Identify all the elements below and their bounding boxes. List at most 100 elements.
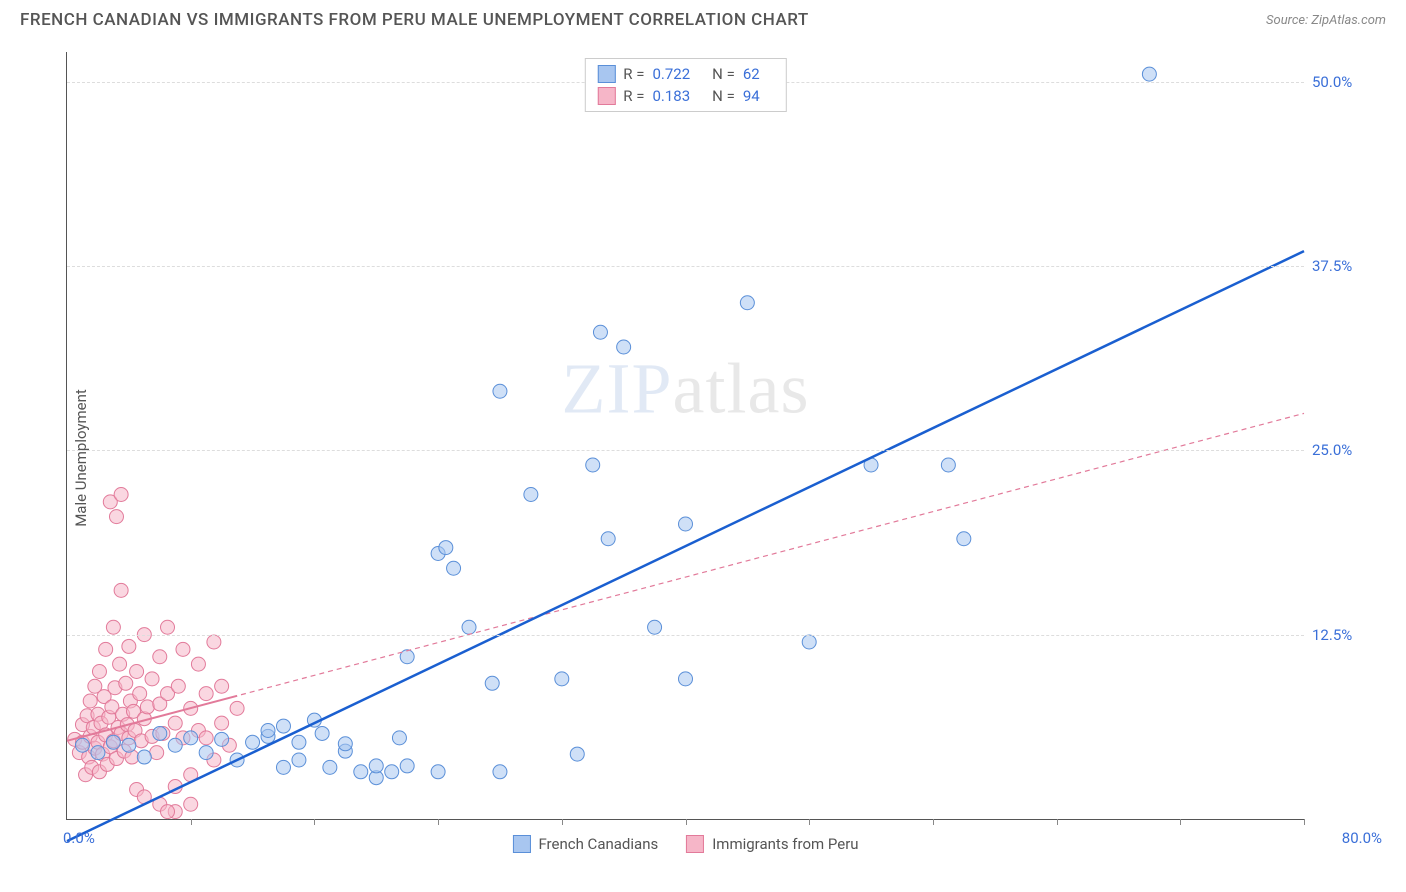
data-point bbox=[292, 735, 306, 749]
y-tick-label: 25.0% bbox=[1312, 441, 1378, 459]
data-point bbox=[114, 488, 128, 502]
x-tick bbox=[562, 819, 563, 825]
data-point bbox=[354, 765, 368, 779]
data-point bbox=[109, 510, 123, 524]
plot-svg bbox=[67, 52, 1304, 819]
data-point bbox=[462, 620, 476, 634]
y-tick-label: 12.5% bbox=[1312, 626, 1378, 644]
data-point bbox=[369, 759, 383, 773]
data-point bbox=[119, 676, 133, 690]
data-point bbox=[524, 488, 538, 502]
data-point bbox=[400, 759, 414, 773]
data-point bbox=[261, 724, 275, 738]
data-point bbox=[485, 676, 499, 690]
data-point bbox=[740, 296, 754, 310]
data-point bbox=[648, 620, 662, 634]
data-point bbox=[75, 738, 89, 752]
data-point bbox=[439, 541, 453, 555]
plot-area: R = 0.722 N = 62 R = 0.183 N = 94 ZIPatl… bbox=[66, 52, 1304, 820]
data-point bbox=[184, 731, 198, 745]
legend-row-series-a: R = 0.722 N = 62 bbox=[597, 63, 773, 85]
gridline bbox=[67, 266, 1304, 267]
legend-item-series-a: French Canadians bbox=[512, 835, 658, 853]
data-point bbox=[176, 642, 190, 656]
data-point bbox=[957, 532, 971, 546]
data-point bbox=[161, 805, 175, 819]
data-point bbox=[137, 750, 151, 764]
data-point bbox=[292, 753, 306, 767]
swatch-series-a bbox=[512, 835, 530, 853]
data-point bbox=[215, 716, 229, 730]
data-point bbox=[447, 561, 461, 575]
n-value-a: 62 bbox=[743, 63, 760, 85]
data-point bbox=[83, 694, 97, 708]
chart-title: FRENCH CANADIAN VS IMMIGRANTS FROM PERU … bbox=[20, 10, 809, 30]
data-point bbox=[941, 458, 955, 472]
data-point bbox=[207, 635, 221, 649]
data-point bbox=[168, 738, 182, 752]
x-tick bbox=[191, 819, 192, 825]
data-point bbox=[133, 687, 147, 701]
x-tick bbox=[1057, 819, 1058, 825]
data-point bbox=[215, 732, 229, 746]
data-point bbox=[199, 746, 213, 760]
data-point bbox=[338, 737, 352, 751]
data-point bbox=[276, 719, 290, 733]
data-point bbox=[315, 726, 329, 740]
data-point bbox=[153, 650, 167, 664]
data-point bbox=[106, 620, 120, 634]
y-tick-label: 37.5% bbox=[1312, 257, 1378, 275]
data-point bbox=[555, 672, 569, 686]
data-point bbox=[601, 532, 615, 546]
source-attribution: Source: ZipAtlas.com bbox=[1266, 13, 1386, 28]
series-a-name: French Canadians bbox=[538, 835, 658, 853]
x-tick bbox=[314, 819, 315, 825]
trendline-solid bbox=[67, 251, 1304, 841]
x-tick bbox=[933, 819, 934, 825]
data-point bbox=[570, 747, 584, 761]
trendline-dashed bbox=[67, 413, 1304, 740]
series-b-name: Immigrants from Peru bbox=[712, 835, 858, 853]
data-point bbox=[323, 760, 337, 774]
data-point bbox=[171, 679, 185, 693]
data-point bbox=[168, 716, 182, 730]
data-point bbox=[99, 642, 113, 656]
y-tick-label: 50.0% bbox=[1312, 73, 1378, 91]
data-point bbox=[199, 731, 213, 745]
r-label: R = bbox=[623, 85, 644, 107]
data-point bbox=[113, 657, 127, 671]
n-label: N = bbox=[712, 85, 735, 107]
correlation-legend: R = 0.722 N = 62 R = 0.183 N = 94 bbox=[584, 58, 786, 112]
data-point bbox=[679, 517, 693, 531]
data-point bbox=[184, 797, 198, 811]
data-point bbox=[679, 672, 693, 686]
data-point bbox=[617, 340, 631, 354]
data-point bbox=[431, 765, 445, 779]
x-tick bbox=[686, 819, 687, 825]
chart-container: Male Unemployment R = 0.722 N = 62 R = 0… bbox=[20, 44, 1386, 872]
data-point bbox=[122, 639, 136, 653]
data-point bbox=[199, 687, 213, 701]
x-tick bbox=[1304, 819, 1305, 825]
r-label: R = bbox=[623, 63, 644, 85]
data-point bbox=[215, 679, 229, 693]
swatch-series-b bbox=[686, 835, 704, 853]
x-tick bbox=[809, 819, 810, 825]
swatch-series-b bbox=[597, 87, 615, 105]
data-point bbox=[91, 746, 105, 760]
data-point bbox=[1142, 67, 1156, 81]
data-point bbox=[586, 458, 600, 472]
gridline bbox=[67, 635, 1304, 636]
data-point bbox=[140, 700, 154, 714]
data-point bbox=[392, 731, 406, 745]
data-point bbox=[276, 760, 290, 774]
data-point bbox=[493, 765, 507, 779]
data-point bbox=[802, 635, 816, 649]
x-tick bbox=[438, 819, 439, 825]
data-point bbox=[191, 657, 205, 671]
data-point bbox=[161, 620, 175, 634]
legend-row-series-b: R = 0.183 N = 94 bbox=[597, 85, 773, 107]
r-value-b: 0.183 bbox=[652, 85, 690, 107]
data-point bbox=[114, 583, 128, 597]
data-point bbox=[385, 765, 399, 779]
